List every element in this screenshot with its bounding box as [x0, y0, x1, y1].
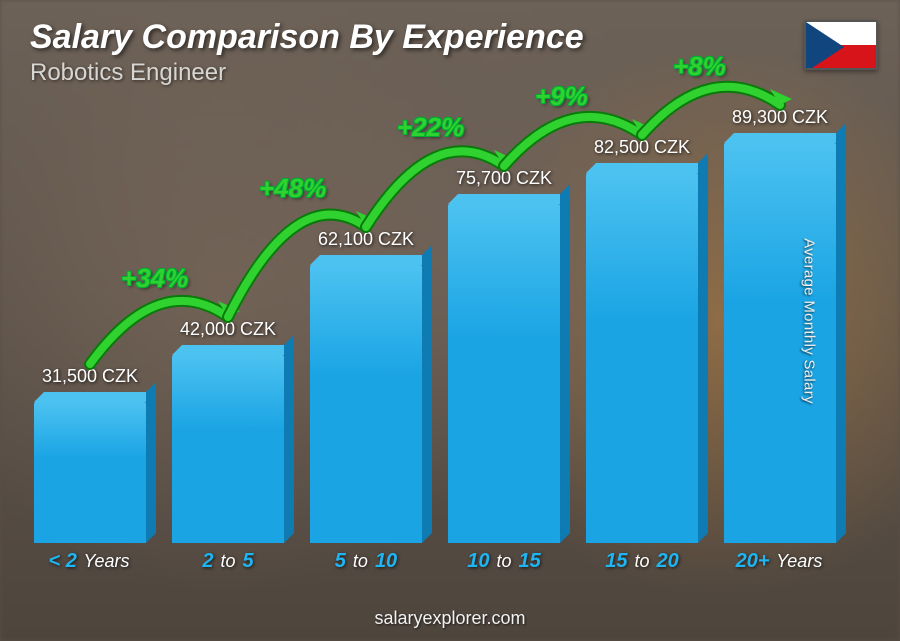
bar-value-label: 31,500 CZK	[10, 366, 170, 387]
x-axis-labels: < 2 Years 2 to 5 5 to 10 10 to 15 15 to 20 20…	[30, 550, 840, 573]
x-label: 10 to 15	[444, 550, 564, 573]
x-label: 2 to 5	[168, 550, 288, 573]
bar-slot: 31,500 CZK	[30, 402, 150, 543]
bar-slot: 42,000 CZK	[168, 355, 288, 543]
bar-slot: 75,700 CZK	[444, 204, 564, 543]
bar: 82,500 CZK	[586, 173, 698, 543]
bar-value-label: 62,100 CZK	[286, 229, 446, 250]
flag-czech	[804, 20, 878, 70]
x-label: 5 to 10	[306, 550, 426, 573]
bar-value-label: 89,300 CZK	[700, 107, 860, 128]
flag-triangle	[806, 22, 844, 70]
y-axis-label: Average Monthly Salary	[801, 238, 818, 404]
salary-chart: 31,500 CZK42,000 CZK62,100 CZK75,700 CZK…	[30, 120, 840, 571]
bar-slot: 62,100 CZK	[306, 265, 426, 543]
bar: 42,000 CZK	[172, 355, 284, 543]
x-label: 15 to 20	[582, 550, 702, 573]
bar: 31,500 CZK	[34, 402, 146, 543]
page-title: Salary Comparison By Experience	[30, 18, 584, 57]
bar: 62,100 CZK	[310, 265, 422, 543]
x-label: 20+ Years	[720, 550, 840, 573]
bar-slot: 82,500 CZK	[582, 173, 702, 543]
bar: 75,700 CZK	[448, 204, 560, 543]
bar-value-label: 75,700 CZK	[424, 168, 584, 189]
bar-group: 31,500 CZK42,000 CZK62,100 CZK75,700 CZK…	[30, 123, 840, 543]
footer-credit: salaryexplorer.com	[0, 608, 900, 629]
x-label: < 2 Years	[30, 550, 150, 573]
header: Salary Comparison By Experience Robotics…	[30, 18, 584, 87]
bar-value-label: 82,500 CZK	[562, 137, 722, 158]
bar: 89,300 CZK	[724, 143, 836, 543]
page-subtitle: Robotics Engineer	[30, 59, 584, 87]
bar-value-label: 42,000 CZK	[148, 319, 308, 340]
bar-slot: 89,300 CZK	[720, 143, 840, 543]
